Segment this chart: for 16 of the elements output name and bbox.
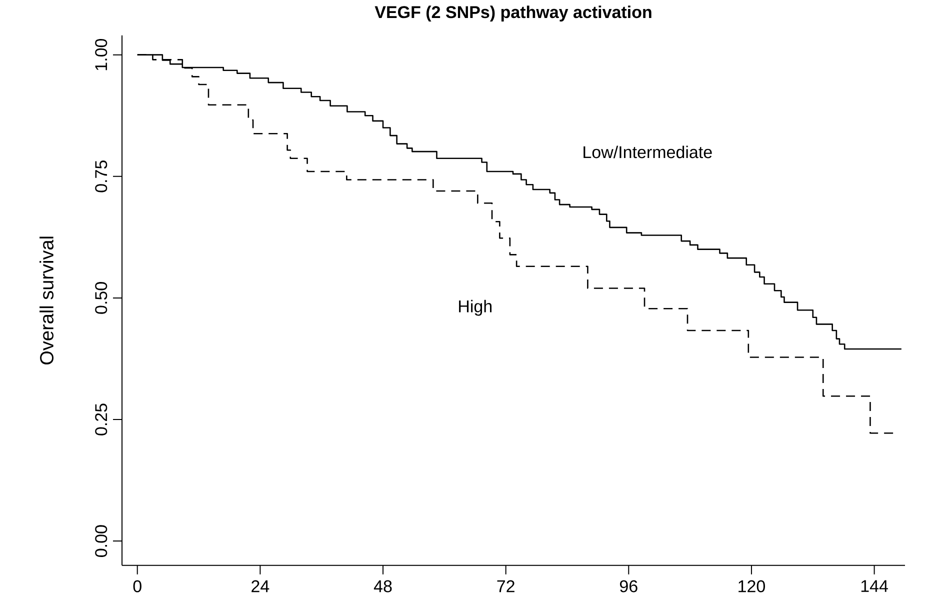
y-tick-label: 0.00 xyxy=(95,524,108,557)
x-tick-label: 24 xyxy=(252,580,270,592)
x-tick-label: 120 xyxy=(738,580,765,592)
x-tick-label: 0 xyxy=(133,580,142,592)
x-tick-label: 144 xyxy=(861,580,888,592)
x-tick-label: 96 xyxy=(620,580,638,592)
y-axis-title: Overall survival xyxy=(40,236,54,364)
y-tick-label: 1.00 xyxy=(95,38,108,70)
y-tick-label: 0.50 xyxy=(95,282,108,314)
annotation: Low/Intermediate xyxy=(584,146,712,158)
chart-title: VEGF (2 SNPs) pathway activation xyxy=(374,5,652,22)
x-tick-label: 48 xyxy=(374,580,392,592)
annotation: High xyxy=(459,300,492,316)
y-tick-label: 0.75 xyxy=(95,160,108,192)
x-tick-label: 72 xyxy=(497,580,514,592)
y-tick-label: 0.25 xyxy=(95,403,108,436)
